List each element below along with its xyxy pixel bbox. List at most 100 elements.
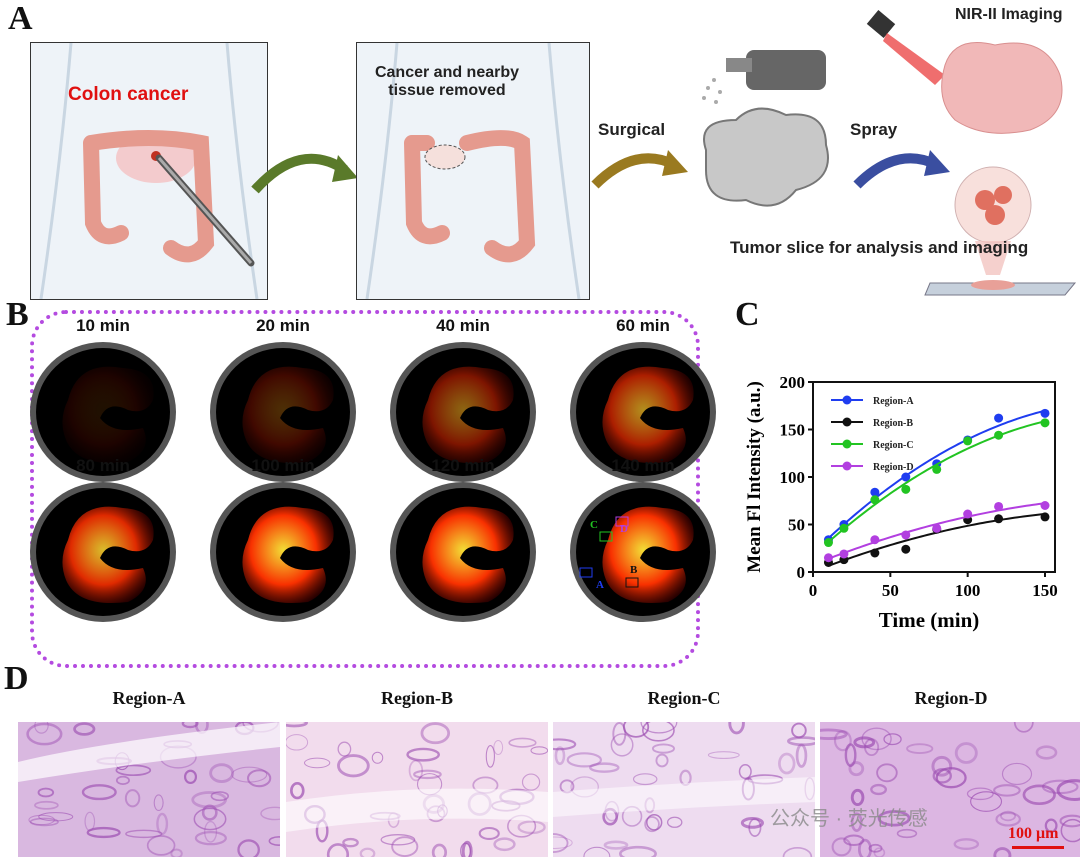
x-tick-label: 150 <box>1032 581 1058 600</box>
colon-with-cancer-image <box>39 43 259 299</box>
panel-label-c: C <box>735 296 760 333</box>
y-tick-label: 50 <box>788 516 805 535</box>
roi-label-a: A <box>596 579 604 591</box>
x-tick-label: 100 <box>955 581 981 600</box>
tumor-slice-label: Tumor slice for analysis and imaging <box>730 238 1029 257</box>
frame-time-label: 100 min <box>251 456 315 475</box>
frame-time-label: 80 min <box>76 456 130 475</box>
roi-box-d <box>615 516 629 527</box>
roi-label-c: C <box>590 519 598 531</box>
legend-label: Region-B <box>873 418 913 429</box>
nir-frame-image <box>390 342 536 482</box>
nir-frame-image <box>210 342 356 482</box>
data-point-region-c <box>901 484 911 494</box>
nir-frame-image <box>30 482 176 622</box>
data-point-region-a <box>1040 408 1050 418</box>
histology-image-region-d <box>820 722 1080 857</box>
data-point-region-c <box>839 523 849 533</box>
legend-label: Region-D <box>873 462 914 473</box>
watermark: 公众号 · 荧光传感 <box>770 808 928 830</box>
frame-time-label: 120 min <box>431 456 495 475</box>
roi-label-b: B <box>630 564 638 576</box>
legend-label: Region-C <box>873 440 914 451</box>
colon-cancer-label: Colon cancer <box>68 84 189 105</box>
colon-resected-image <box>365 43 581 299</box>
spray-label: Spray <box>850 120 898 139</box>
data-point-region-c <box>870 495 880 505</box>
nir-imaging-label: NIR-II Imaging <box>955 6 1063 23</box>
nir-frame-image <box>390 482 536 622</box>
nir-frame-image <box>570 342 716 482</box>
imaging-series-box <box>30 310 700 668</box>
x-tick-label: 50 <box>882 581 899 600</box>
roi-box-c <box>599 531 613 542</box>
legend-marker <box>842 461 852 471</box>
roi-box-b <box>625 577 639 588</box>
y-tick-label: 100 <box>780 468 806 487</box>
data-point-region-a <box>994 413 1004 423</box>
roi-label-d: D <box>620 523 628 535</box>
legend-marker <box>842 417 852 427</box>
panel-label-d: D <box>4 660 29 697</box>
y-tick-label: 200 <box>780 373 806 392</box>
removed-line-2: tissue removed <box>388 82 506 99</box>
data-point-region-b <box>994 514 1004 524</box>
nir-frame-image: A B C D <box>570 482 716 622</box>
data-point-region-b <box>1040 512 1050 522</box>
removed-label: Cancer and nearby tissue removed <box>372 64 522 100</box>
surgical-label: Surgical <box>598 120 666 139</box>
region-title: Region-D <box>914 688 988 708</box>
frame-time-label: 140 min <box>611 456 675 475</box>
data-point-region-c <box>994 430 1004 440</box>
data-point-region-d <box>1040 501 1050 510</box>
arrow-icon-green <box>251 153 358 194</box>
fit-line-region-a <box>827 409 1046 539</box>
data-point-region-c <box>823 538 833 548</box>
data-point-region-d <box>901 530 911 540</box>
data-point-region-d <box>823 553 833 563</box>
frame-time-label: 20 min <box>256 316 310 335</box>
x-tick-label: 0 <box>809 581 818 600</box>
fluorescence-chart: 0 50 100 150 0 50 100 150 200 Time (min) Mean Fl I… <box>744 373 1058 632</box>
spray-and-tumor-image <box>702 50 829 207</box>
legend-marker <box>842 439 852 449</box>
y-tick-label: 150 <box>780 421 806 440</box>
arrow-icon-blue <box>853 150 950 189</box>
fit-line-region-c <box>827 420 1046 543</box>
legend-label: Region-A <box>873 396 914 407</box>
scale-bar <box>1012 846 1064 849</box>
histology-image-region-c <box>553 722 815 857</box>
histology-image-region-b <box>286 722 548 857</box>
roi-box-a <box>579 567 593 578</box>
scale-bar-label: 100 μm <box>1008 825 1059 842</box>
x-axis-label: Time (min) <box>879 608 980 632</box>
data-point-region-b <box>870 548 880 558</box>
frame-time-label: 60 min <box>616 316 670 335</box>
removed-line-1: Cancer and nearby <box>374 64 520 81</box>
data-point-region-c <box>932 464 942 474</box>
nir-frame-image <box>210 482 356 622</box>
data-point-region-d <box>839 549 849 559</box>
histology-image-region-a <box>18 722 280 857</box>
nir-imaging-and-slide-image <box>866 10 1077 296</box>
data-point-region-c <box>963 436 973 446</box>
data-point-region-b <box>901 544 911 554</box>
nir-frame-image <box>30 342 176 482</box>
data-point-region-d <box>870 535 880 545</box>
frame-time-label: 10 min <box>76 316 130 335</box>
abdomen-illustration-before <box>30 42 268 300</box>
panel-label-a: A <box>8 0 33 37</box>
data-point-region-a <box>901 472 911 482</box>
arrow-icon-gold <box>591 150 688 189</box>
plot-frame <box>812 381 1056 573</box>
legend-marker <box>842 395 852 405</box>
region-title: Region-B <box>381 688 453 708</box>
data-point-region-d <box>963 509 973 519</box>
data-point-region-d <box>932 523 942 533</box>
y-axis-label: Mean Fl Intensity (a.u.) <box>744 381 765 573</box>
data-point-region-d <box>994 501 1004 511</box>
frame-time-label: 40 min <box>436 316 490 335</box>
abdomen-illustration-after <box>356 42 590 300</box>
y-tick-label: 0 <box>797 563 806 582</box>
